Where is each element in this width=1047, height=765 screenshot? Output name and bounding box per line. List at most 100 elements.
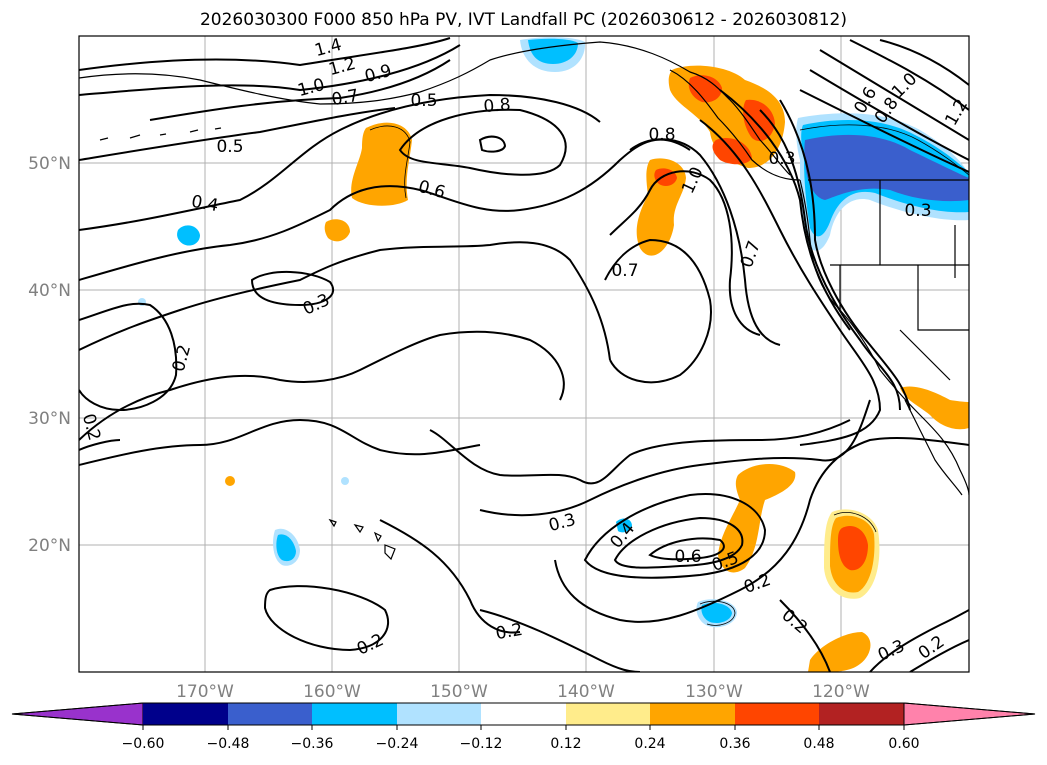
contour-mid-1 [79,93,601,231]
contour-south-ring-1 [583,493,767,579]
lat-tick-50n: 50°N [28,154,71,174]
contour-mid-2 [398,108,567,176]
contour-ne-1 [849,39,969,111]
lon-tick-130w: 130°W [685,682,743,702]
colorbar-segment [397,703,481,725]
colorbar-segment [650,703,735,725]
cb-tick-label: −0.24 [376,736,419,752]
contour-mid-5 [79,330,565,441]
contour-label: 0.7 [611,261,638,281]
lat-axis: 50°N 40°N 30°N 20°N [28,154,71,556]
map-frame [78,35,970,673]
contour-coast-2 [759,109,901,411]
contour-west-1 [79,302,178,412]
colorbar-extend-low [11,702,144,726]
graticule [79,36,969,672]
cb-tick-label: −0.48 [207,736,250,752]
shade-negative-west-blob [177,225,200,246]
contour-north-2 [79,44,461,96]
border-state-6 [899,329,951,381]
contour-label: 0.4 [190,192,220,216]
cb-tick-label: 0.12 [550,736,581,752]
shaded-fields [138,37,969,672]
lon-tick-140w: 140°W [557,682,615,702]
shade-positive-socal [900,386,969,430]
contour-north-3 [149,59,451,121]
map-panel: 1.41.21.00.90.7 0.5 0.80.80.50.60.41.00.70… [28,35,972,702]
contour-ring-small [478,135,507,153]
coast-alaska [79,41,791,176]
colorbar-segment [228,703,312,725]
contour-north-4 [79,107,396,161]
colorbar-segment [481,703,566,725]
contour-central-1 [429,419,851,485]
colorbar-extend-high [903,702,1036,726]
shade-positive-central-north [351,122,412,206]
border-state-3 [917,265,969,331]
shade-negative-hawaii-blob-blue [276,534,296,562]
contour-label: 0.3 [904,201,931,221]
shade-positive-tiny-dot [225,476,235,486]
colorbar: −0.60 −0.48 −0.36 −0.24 −0.12 0.12 0.24 … [11,702,1036,752]
coastlines [79,41,969,561]
contour-west-2 [79,439,121,451]
shade-positive-east-tropic-red [838,525,868,571]
cb-tick-label: −0.36 [291,736,334,752]
shade-positive-bc-coast-red [688,75,722,103]
contour-gulf-3 [604,238,712,384]
contour-label: 0.3 [768,149,795,169]
cb-tick-label: 0.60 [888,736,919,752]
map-title: 2026030300 F000 850 hPa PV, IVT Landfall… [199,10,847,30]
coast-alaska-panhandle [669,69,801,181]
contour-ne-4 [799,89,969,173]
shade-positive-southeast [808,632,871,672]
cb-tick-label: 0.36 [719,736,750,752]
outline-south-blob [699,600,736,626]
shade-negative-south-blob-blue [701,602,732,623]
contour-ne-3 [809,69,969,161]
contour-se-3 [779,599,831,672]
cb-tick-label: 0.48 [803,736,834,752]
contour-ne-2 [819,49,969,141]
contour-label: 0.8 [483,95,512,117]
lon-tick-150w: 150°W [430,682,488,702]
lon-tick-160w: 160°W [303,682,361,702]
coast-hawaii-2 [353,524,364,534]
contour-south-ring-west [263,585,390,652]
lon-tick-170w: 170°W [176,682,234,702]
contour-north-1 [79,37,451,71]
contour-gulf-2 [609,170,761,336]
contour-south-3 [379,519,521,634]
contour-label: 0.5 [410,91,437,111]
contour-label: 0.6 [674,547,701,567]
contour-se-1 [869,609,969,672]
contour-coast-1 [699,119,882,446]
shade-positive-bc-coast-red-2 [743,99,775,142]
contours [79,37,969,672]
colorbar-tick-labels: −0.60 −0.48 −0.36 −0.24 −0.12 0.12 0.24 … [122,736,920,752]
cb-tick-label: 0.24 [634,736,665,752]
contour-ring-west [250,271,335,307]
colorbar-segment [312,703,397,725]
shade-outlines [369,124,969,626]
outline-east-tropic [833,512,877,533]
contour-gulf-1 [629,138,781,346]
lat-tick-20n: 20°N [28,536,71,556]
contour-south-1 [554,436,969,623]
contour-label: 0.8 [648,125,675,145]
shade-positive-subtropic [718,464,796,573]
colorbar-segment [819,703,904,725]
shade-negative-pnw-royal [804,134,969,202]
cb-tick-label: −0.60 [122,736,165,752]
shade-positive-small-west [324,219,350,242]
contour-south-2 [479,609,641,672]
coast-baja [904,399,963,496]
coast-hawaii-4 [384,544,396,561]
contour-ne-5 [879,39,969,86]
lat-tick-30n: 30°N [28,409,71,429]
contour-mid-3 [79,138,691,281]
contour-coast-3 [779,99,911,411]
lon-axis: 170°W 160°W 150°W 140°W 130°W 120°W [176,682,870,702]
colorbar-segment [735,703,819,725]
